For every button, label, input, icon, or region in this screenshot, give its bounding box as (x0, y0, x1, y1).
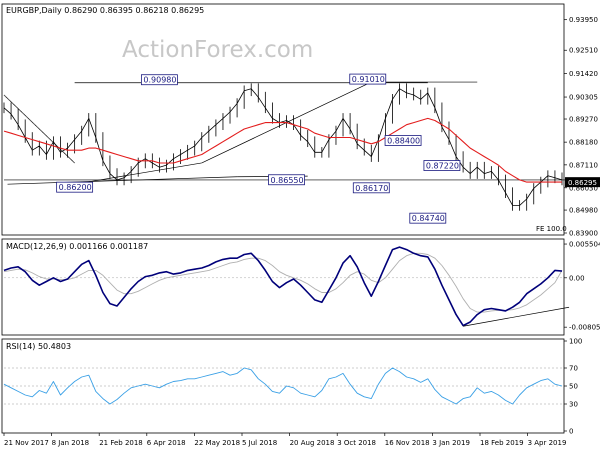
level-label-box (423, 160, 461, 171)
macd-axis-tick-label: -0.00805 (569, 324, 600, 332)
rsi-panel-frame (1, 338, 565, 434)
level-label-box (268, 174, 305, 186)
price-axis-tick-label: 0.92510 (569, 47, 598, 55)
x-tick-label: 16 Nov 2018 (385, 439, 430, 447)
rsi-axis-tick-label: 30 (569, 401, 578, 409)
axis-layer: 0.93950 0.92510 0.91420 0.90305 0.89270 0.881… (3, 16, 600, 447)
macd-signal-line (3, 252, 563, 313)
rsi-axis-tick-label: 100 (569, 338, 582, 346)
price-panel-frame (1, 3, 565, 236)
level-label-box (352, 182, 390, 194)
price-axis-tick-label: 0.88180 (569, 139, 598, 147)
rsi-axis-tick-label: 50 (569, 383, 578, 391)
sma-line (3, 117, 562, 183)
rsi-header: RSI(14) 50.4803 (6, 342, 71, 351)
level-label: 0.87220 (426, 162, 459, 171)
level-label: 0.86550 (271, 176, 304, 185)
x-tick-label: 3 Apr 2019 (528, 439, 567, 447)
level-label: 0.91010 (352, 75, 385, 84)
level-label: 0.86170 (355, 184, 388, 193)
x-tick-label: 3 Oct 2018 (337, 439, 376, 447)
macd-layer (3, 246, 570, 327)
macd-axis-tick-label: 0.005504 (569, 241, 600, 249)
dashed-trendline (3, 94, 75, 164)
macd-trendline (463, 306, 570, 327)
x-tick-label: 21 Nov 2017 (4, 439, 49, 447)
price-header: EURGBP,Daily 0.86290 0.86395 0.86218 0.8… (6, 6, 204, 15)
level-label-box (384, 135, 422, 146)
macd-line (3, 246, 563, 327)
price-axis-tick-label: 0.87110 (569, 161, 598, 169)
x-tick-label: 18 Feb 2019 (480, 439, 524, 447)
price-axis-tick-label: 0.91420 (569, 70, 598, 78)
level-label-box (349, 73, 387, 85)
price-axis-tick-label: 0.84980 (569, 207, 598, 215)
price-axis-tick-label: 0.90305 (569, 94, 598, 102)
price-line (3, 88, 563, 206)
x-tick-label: 6 Apr 2018 (147, 439, 186, 447)
x-tick-label: 22 May 2018 (194, 439, 240, 447)
watermark: ActionForex.com (122, 37, 313, 63)
level-label-box (140, 74, 178, 86)
current-price-tag (565, 177, 600, 188)
level-label: 0.88400 (387, 136, 420, 145)
level-label: 0.84740 (412, 214, 445, 223)
x-tick-label: 20 Aug 2018 (290, 439, 335, 447)
macd-panel-frame (1, 238, 565, 336)
price-axis-tick-label: 0.86030 (569, 184, 598, 192)
x-tick-label: 5 Jul 2018 (242, 439, 277, 447)
x-tick-label: 21 Feb 2018 (99, 439, 143, 447)
current-price-label: 0.86295 (568, 179, 597, 187)
level-label-box (409, 212, 447, 224)
x-tick-label: 3 Jan 2019 (432, 439, 470, 447)
rsi-line (3, 367, 563, 405)
level-label: 0.86200 (59, 183, 92, 192)
rsi-axis-tick-label: 70 (569, 365, 578, 373)
price-layer: 0.90980 0.91010 0.88400 0.87220 0.86200 0.865… (3, 73, 600, 224)
price-axis-tick-label: 0.93950 (569, 16, 598, 24)
rsi-layer (3, 367, 563, 405)
level-label: 0.90980 (143, 76, 176, 85)
fib-label: FE 100.0 (536, 225, 567, 233)
level-label-box (56, 181, 94, 193)
x-tick-label: 8 Jan 2018 (52, 439, 90, 447)
macd-header: MACD(12,26,9) 0.001166 0.001187 (6, 242, 148, 251)
rsi-axis-tick-label: 0 (569, 428, 573, 436)
price-axis-tick-label: 0.83900 (569, 230, 598, 238)
macd-axis-tick-label: 0.00 (569, 274, 585, 282)
trendline (7, 176, 238, 185)
price-axis-tick-label: 0.89270 (569, 116, 598, 124)
